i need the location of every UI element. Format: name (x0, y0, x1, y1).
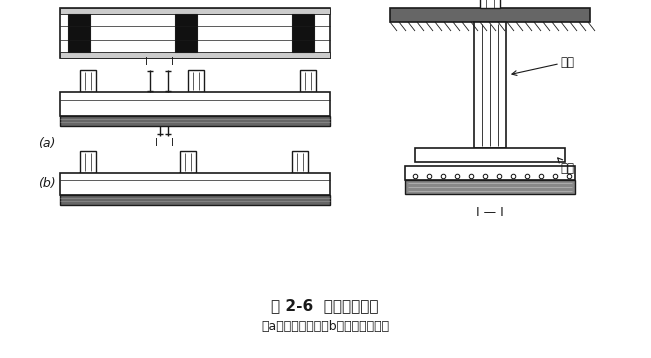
Bar (80, 70, 96, 92)
Bar (480, 0, 500, 8)
Bar (60, 173, 330, 195)
Bar (60, 116, 330, 126)
Bar (300, 70, 316, 92)
Polygon shape (196, 173, 214, 185)
Text: 图 2-6  柱下条形基础: 图 2-6 柱下条形基础 (271, 298, 379, 313)
Text: I: I (171, 57, 173, 67)
Bar (405, 166, 575, 180)
Bar (175, 14, 197, 52)
Polygon shape (162, 173, 180, 185)
Bar (405, 180, 575, 194)
Bar (60, 8, 330, 14)
Text: 翼板: 翼板 (558, 158, 574, 174)
Text: I: I (154, 138, 158, 148)
Text: (b): (b) (38, 178, 55, 190)
Polygon shape (62, 173, 80, 185)
Text: I: I (171, 138, 173, 148)
Text: （a）等截面的；（b）柱位处加腋的: （a）等截面的；（b）柱位处加腋的 (261, 320, 389, 333)
Bar (80, 151, 96, 173)
Bar (415, 148, 565, 162)
Bar (292, 14, 314, 52)
Text: I: I (145, 57, 147, 67)
Polygon shape (96, 173, 114, 185)
Bar (180, 151, 196, 173)
Bar (292, 151, 308, 173)
Polygon shape (308, 173, 326, 185)
Text: I — I: I — I (476, 206, 504, 219)
Bar (60, 92, 330, 116)
Bar (188, 70, 204, 92)
Bar (68, 14, 90, 52)
Text: 肋梁: 肋梁 (512, 55, 574, 76)
Bar (390, 8, 590, 22)
Polygon shape (274, 173, 292, 185)
Bar (474, 22, 506, 148)
Bar (60, 195, 330, 205)
Text: (a): (a) (38, 137, 55, 150)
Bar (60, 8, 330, 58)
Bar (60, 52, 330, 58)
